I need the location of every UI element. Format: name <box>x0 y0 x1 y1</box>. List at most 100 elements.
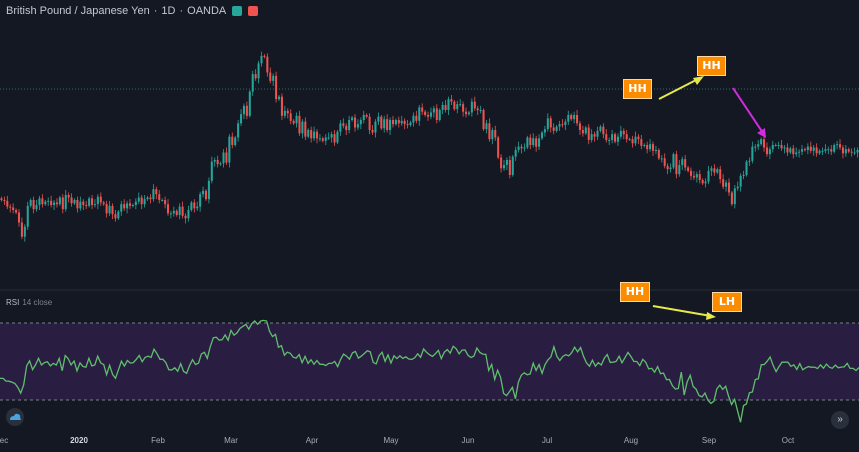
candle-body <box>722 179 725 187</box>
candle-body <box>546 118 549 130</box>
candle-body <box>500 157 503 169</box>
x-tick-label: Aug <box>623 436 639 445</box>
x-tick-label: Oct <box>781 436 795 445</box>
candle-body <box>389 120 392 130</box>
candle-body <box>768 149 771 155</box>
candle-body <box>698 174 701 180</box>
candle-body <box>137 197 140 202</box>
candle-body <box>409 122 412 125</box>
interval-label[interactable]: 1D <box>161 5 176 17</box>
candle-body <box>35 205 38 210</box>
candle-body <box>210 161 213 181</box>
candle-body <box>237 123 240 138</box>
scroll-right-icon[interactable]: » <box>831 411 849 429</box>
candle-body <box>467 112 470 115</box>
symbol-name[interactable]: British Pound / Japanese Yen <box>6 5 150 17</box>
candle-body <box>517 146 520 150</box>
x-tick-label: ec <box>0 436 9 445</box>
x-tick-label: Feb <box>151 436 165 445</box>
exchange-label: OANDA <box>187 5 227 17</box>
candle-body <box>79 201 82 209</box>
candle-body <box>225 152 228 163</box>
price-down-arrow <box>732 87 764 134</box>
candle-body <box>625 134 628 140</box>
candle-body <box>853 152 856 154</box>
candle-body <box>307 130 310 137</box>
buy-badge[interactable] <box>232 6 243 16</box>
candle-body <box>120 204 123 212</box>
candle-body <box>301 121 304 134</box>
x-tick-label: Jun <box>461 436 475 445</box>
candle-body <box>415 115 418 121</box>
candle-body <box>386 119 389 130</box>
candle-body <box>576 115 579 124</box>
candle-body <box>473 101 476 109</box>
candle-body <box>447 99 450 110</box>
candle-body <box>432 108 435 113</box>
candle-body <box>292 120 295 124</box>
candle-body <box>108 205 111 214</box>
candle-body <box>616 136 619 142</box>
header-separator: · <box>153 5 158 17</box>
candle-body <box>424 111 427 115</box>
candle-body <box>727 182 731 193</box>
cloud-glyph <box>10 413 21 420</box>
candle-body <box>494 130 497 138</box>
sell-badge[interactable] <box>248 6 259 16</box>
candle-body <box>134 201 137 205</box>
candle-body <box>669 167 672 170</box>
candle-body <box>9 206 12 208</box>
candle-body <box>850 151 853 153</box>
candle-body <box>581 130 584 134</box>
candle-body <box>578 123 581 130</box>
candle-body <box>278 96 281 100</box>
candle-body <box>275 75 278 100</box>
candle-body <box>368 116 371 130</box>
candle-body <box>330 134 333 138</box>
candle-body <box>178 206 181 215</box>
tradingview-cloud-icon[interactable] <box>6 408 24 426</box>
header-separator: · <box>179 5 184 17</box>
candle-body <box>377 116 380 122</box>
candle-body <box>692 175 695 178</box>
candle-body <box>637 136 640 140</box>
candle-body <box>155 189 158 195</box>
candle-body <box>523 147 526 149</box>
candle-body <box>479 110 482 111</box>
candle-body <box>844 149 847 154</box>
x-tick-label: May <box>383 436 399 445</box>
candle-body <box>257 63 260 79</box>
candle-body <box>540 132 544 139</box>
candle-body <box>117 211 120 219</box>
candle-body <box>50 200 53 205</box>
candle-body <box>190 202 193 210</box>
candle-body <box>646 145 649 150</box>
candle-body <box>353 117 357 128</box>
candle-body <box>555 126 558 131</box>
candle-body <box>789 148 792 153</box>
candle-body <box>815 147 818 154</box>
candle-body <box>295 115 298 124</box>
candle-body <box>380 116 383 129</box>
candle-body <box>508 160 511 175</box>
candle-body <box>365 115 368 117</box>
candle-body <box>374 121 377 133</box>
candle-body <box>58 197 61 205</box>
rsi-legend[interactable]: RSI 14 close <box>6 298 52 307</box>
candle-body <box>470 101 473 113</box>
candle-body <box>67 195 70 198</box>
candle-body <box>304 121 307 137</box>
rsi-name: RSI <box>6 298 20 307</box>
candle-body <box>570 115 573 120</box>
candle-body <box>44 201 47 205</box>
candle-body <box>678 165 681 175</box>
candle-body <box>584 127 587 134</box>
candle-body <box>242 105 245 115</box>
candle-body <box>149 197 152 200</box>
candle-body <box>485 123 488 130</box>
price-down-arrowhead <box>757 128 766 138</box>
candle-body <box>464 111 468 115</box>
annotation-text: HH <box>698 58 725 74</box>
